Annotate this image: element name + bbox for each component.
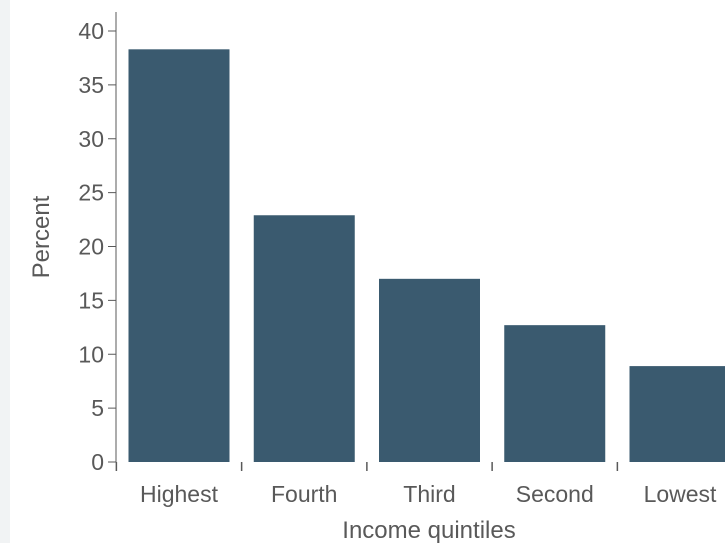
y-tick-label: 30 [78,126,104,152]
x-tick-label-fourth: Fourth [271,481,337,507]
y-tick-label: 40 [78,18,104,44]
x-tick-label-highest: Highest [140,481,219,507]
y-tick-label: 15 [78,287,104,313]
x-axis-title: Income quintiles [342,517,515,543]
bars [128,49,725,462]
y-tick-label: 20 [78,234,104,260]
y-tick-label: 5 [91,395,104,421]
bar-fourth [253,215,355,462]
bar-highest [128,49,230,462]
bar-lowest [629,366,725,462]
left-margin-strip [0,0,10,543]
y-tick-label: 0 [91,449,104,475]
x-tick-label-lowest: Lowest [644,481,717,507]
y-tick-label: 35 [78,72,104,98]
y-axis-ticks: 0 5 10 15 20 25 30 35 40 [78,18,116,475]
y-tick-label: 25 [78,180,104,206]
x-tick-label-second: Second [516,481,594,507]
x-axis-ticks: Highest Fourth Third Second Lowest [115,462,717,507]
y-tick-label: 10 [78,341,104,367]
bar-second [504,325,606,462]
x-tick-label-third: Third [403,481,455,507]
bar-third [379,278,480,462]
y-axis-title: Percent [28,195,55,278]
